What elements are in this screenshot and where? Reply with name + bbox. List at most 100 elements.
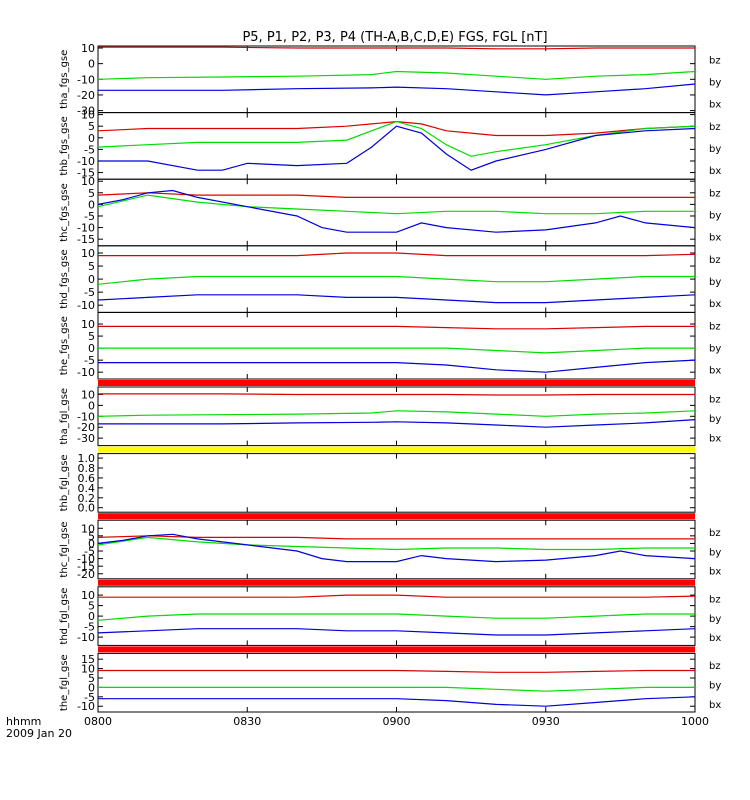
y-tick-label: -30 [77, 105, 95, 118]
panel-tha_fgl_gse: 100-10-20-30 tha_fgl_gse bz by bx [59, 380, 721, 447]
panel-frame [97, 386, 696, 447]
y-tick-label: -10 [77, 553, 95, 566]
series-line-bx [97, 294, 696, 304]
series-line-by [97, 275, 695, 285]
series-line-bx [98, 696, 696, 707]
y-tick-label: 5 [88, 530, 95, 543]
y-tick-label: -5 [84, 621, 95, 634]
series-line-by [97, 410, 696, 417]
y-tick-label: 0 [88, 198, 95, 211]
series-line-bx [97, 533, 696, 563]
y-tick-label: 10 [81, 589, 95, 602]
series-line-bx [98, 359, 696, 373]
y-tick-label: -30 [77, 432, 95, 445]
legend-by: by [709, 344, 721, 355]
y-tick-label: 0 [88, 537, 95, 550]
x-tick-label: 0900 [383, 715, 411, 728]
y-tick-label: -5 [84, 143, 95, 156]
y-tick-label: -5 [84, 286, 95, 299]
legend-bx: bx [709, 99, 721, 110]
panel-label: tha_fgl_gse [59, 388, 70, 445]
legend-bx: bx [709, 433, 721, 444]
y-tick-label: 5 [88, 120, 95, 133]
series-line-bz [98, 669, 695, 673]
y-tick-label: 0.0 [78, 502, 96, 515]
y-tick-label: 5 [88, 600, 95, 613]
y-tick-label: 0 [88, 681, 95, 694]
series-line-bz [98, 393, 695, 396]
panel-label: thd_fgs_gse [59, 249, 70, 308]
y-tick-label: 10 [81, 42, 95, 55]
y-tick-label: -5 [84, 354, 95, 367]
panel-frame [97, 178, 696, 247]
panel-label: thc_fgs_gse [59, 183, 70, 242]
y-tick-label: -15 [77, 167, 95, 180]
legend-bz: bz [709, 595, 721, 606]
panel-label: the_fgs_gse [59, 316, 70, 375]
y-tick-label: 0.2 [78, 492, 96, 505]
panel-label: thd_fgl_gse [59, 588, 70, 645]
y-tick-label: 1.0 [78, 452, 96, 465]
legend-bz: bz [709, 395, 721, 406]
panel-thb_fgl_gse: 1.00.80.60.40.20.0 thb_fgl_gse [59, 446, 696, 515]
legend-bz: bz [709, 122, 721, 133]
legend-by: by [709, 614, 721, 625]
series-line-by [97, 536, 695, 551]
legend-by: by [709, 210, 721, 221]
x-tick-label: 0830 [233, 715, 261, 728]
y-tick-label: 5 [88, 672, 95, 685]
y-tick-label: 10 [81, 663, 95, 676]
panel-frame [97, 652, 696, 713]
panel-frame [97, 112, 696, 180]
legend-bz: bz [709, 55, 721, 66]
series-line-bz [98, 325, 695, 330]
y-tick-label: 10 [81, 109, 95, 122]
series-line-by [97, 194, 695, 215]
panel-label: thb_fgs_gse [59, 116, 70, 175]
legend-bx: bx [709, 633, 721, 644]
x-tick-label: 0930 [532, 715, 560, 728]
y-tick-label: 10 [81, 175, 95, 188]
status-bar-red [98, 513, 695, 520]
legend-bx: bx [709, 232, 721, 243]
legend-by: by [709, 277, 721, 288]
y-tick-label: 0 [88, 610, 95, 623]
series-line-bz [98, 46, 695, 50]
panel-label: tha_fgs_gse [59, 50, 70, 109]
y-tick-label: 0 [88, 399, 95, 412]
y-tick-label: 0 [88, 342, 95, 355]
x-axis-label: 2009 Jan 20 [6, 727, 72, 740]
legend-bx: bx [709, 366, 721, 377]
panel-frame [97, 45, 696, 114]
y-tick-label: -10 [77, 631, 95, 644]
y-tick-label: -20 [77, 421, 95, 434]
legend-bz: bz [709, 322, 721, 333]
y-tick-label: 0.4 [78, 482, 96, 495]
series-line-bx [98, 419, 696, 428]
legend-by: by [709, 414, 721, 425]
y-tick-label: -10 [77, 410, 95, 423]
panel-frame [97, 311, 696, 380]
series-line-bz [97, 120, 696, 137]
legend-by: by [709, 144, 721, 155]
legend-bz: bz [709, 255, 721, 266]
y-tick-label: -20 [77, 568, 95, 581]
y-tick-label: 10 [81, 247, 95, 260]
y-tick-label: 10 [81, 388, 95, 401]
series-line-bx [97, 628, 696, 636]
legend-bz: bz [709, 528, 721, 539]
y-tick-label: 0 [88, 58, 95, 71]
legend-bx: bx [709, 166, 721, 177]
y-tick-label: 5 [88, 330, 95, 343]
legend-bx: bx [709, 567, 721, 578]
x-axis-label: hhmm [6, 715, 41, 728]
series-line-by [98, 347, 695, 354]
y-tick-label: 0 [88, 132, 95, 145]
